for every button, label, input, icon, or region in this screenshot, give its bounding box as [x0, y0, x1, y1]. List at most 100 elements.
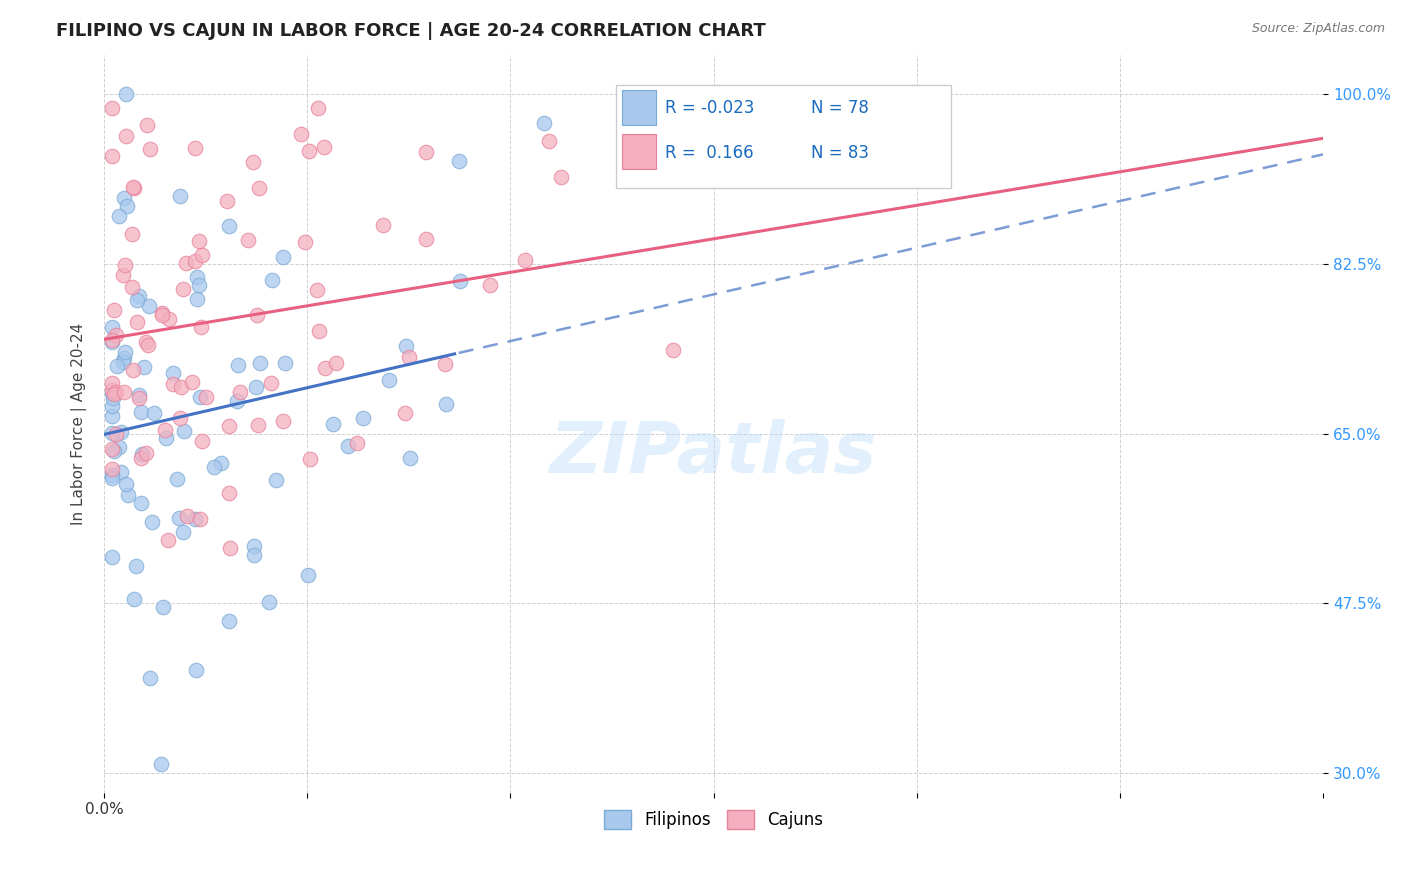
Point: [101, 409, 124, 424]
Point: [398, 350, 420, 364]
Text: Source: ZipAtlas.com: Source: ZipAtlas.com: [1251, 22, 1385, 36]
Point: [101, 384, 124, 398]
Point: [155, 431, 177, 445]
Point: [238, 233, 260, 247]
Point: [172, 282, 194, 296]
Legend: Filipinos, Cajuns: Filipinos, Cajuns: [598, 804, 830, 836]
Point: [103, 444, 125, 458]
Point: [260, 273, 283, 287]
Point: [218, 219, 240, 233]
Text: R =  0.166: R = 0.166: [665, 145, 754, 162]
Text: R = -0.023: R = -0.023: [665, 98, 754, 117]
Point: [131, 447, 153, 461]
Point: [152, 599, 174, 614]
Point: [188, 511, 211, 525]
Point: [129, 450, 152, 465]
Point: [297, 145, 319, 159]
Point: [110, 425, 132, 439]
Text: N = 83: N = 83: [811, 145, 869, 162]
Point: [218, 419, 240, 434]
Point: [114, 191, 136, 205]
Point: [105, 359, 128, 374]
Point: [135, 335, 157, 350]
Point: [172, 525, 194, 540]
Point: [434, 357, 457, 371]
Point: [135, 446, 157, 460]
Point: [186, 292, 208, 306]
Point: [271, 250, 294, 264]
Point: [299, 451, 322, 466]
Point: [449, 274, 471, 288]
Point: [128, 392, 150, 406]
Point: [246, 309, 269, 323]
Point: [371, 219, 394, 233]
Point: [105, 427, 128, 442]
Point: [229, 385, 252, 400]
Point: [101, 467, 124, 482]
Point: [257, 595, 280, 609]
Point: [101, 335, 124, 350]
Point: [188, 277, 211, 292]
Point: [105, 384, 128, 399]
Y-axis label: In Labor Force | Age 20-24: In Labor Force | Age 20-24: [72, 323, 87, 525]
Point: [436, 397, 458, 411]
Point: [162, 376, 184, 391]
Point: [247, 418, 270, 433]
Point: [150, 756, 173, 771]
Point: [124, 180, 146, 194]
Point: [186, 269, 208, 284]
Point: [245, 380, 267, 394]
Point: [169, 410, 191, 425]
Point: [352, 411, 374, 425]
Point: [243, 539, 266, 553]
Point: [138, 299, 160, 313]
Point: [447, 154, 470, 169]
Point: [136, 338, 159, 352]
Point: [243, 549, 266, 563]
Point: [101, 148, 124, 162]
Text: ZIPatlas: ZIPatlas: [550, 419, 877, 488]
Point: [183, 141, 205, 155]
Point: [247, 180, 270, 194]
Point: [264, 473, 287, 487]
Point: [513, 253, 536, 268]
Point: [202, 459, 225, 474]
Point: [305, 283, 328, 297]
Point: [138, 142, 160, 156]
Point: [157, 533, 180, 547]
Point: [308, 324, 330, 338]
Point: [394, 406, 416, 420]
Point: [312, 140, 335, 154]
Point: [226, 359, 249, 373]
Point: [217, 194, 239, 209]
Point: [150, 306, 173, 320]
Point: [209, 456, 232, 470]
Point: [101, 399, 124, 413]
Point: [169, 189, 191, 203]
Point: [115, 87, 138, 101]
Point: [101, 461, 124, 475]
Point: [181, 376, 204, 390]
Point: [122, 363, 145, 377]
Point: [101, 471, 124, 485]
Point: [139, 671, 162, 685]
Text: N = 78: N = 78: [811, 98, 869, 117]
Point: [398, 450, 420, 465]
Point: [314, 360, 336, 375]
Point: [122, 179, 145, 194]
Point: [188, 234, 211, 248]
Point: [290, 127, 312, 141]
Point: [190, 320, 212, 334]
Point: [114, 345, 136, 359]
Point: [260, 376, 283, 391]
Point: [129, 496, 152, 510]
Point: [173, 424, 195, 438]
Point: [242, 155, 264, 169]
Point: [550, 169, 572, 184]
Point: [249, 356, 271, 370]
Point: [170, 379, 193, 393]
Point: [108, 441, 131, 455]
Point: [174, 256, 197, 270]
Point: [125, 559, 148, 574]
Point: [101, 319, 124, 334]
